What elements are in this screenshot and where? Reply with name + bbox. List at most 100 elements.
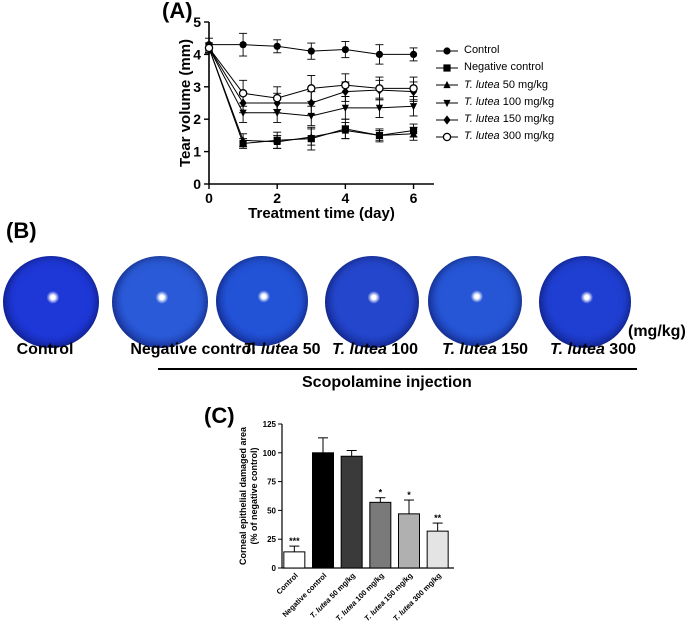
y-tick-label: 25	[267, 535, 276, 544]
eye-label: T. lutea 50	[243, 341, 320, 359]
significance-label: ***	[289, 536, 300, 546]
legend-label: 150 mg/kg	[499, 113, 555, 126]
y-tick-label: 1	[193, 144, 201, 160]
data-point	[273, 109, 281, 117]
data-point	[375, 104, 384, 112]
eye-label-text: 300	[604, 341, 636, 358]
legend-marker	[436, 47, 458, 55]
eye-label-italic: T. lutea	[442, 341, 497, 358]
data-point	[375, 131, 384, 139]
significance-label: **	[434, 513, 442, 523]
legend-label-italic: T. lutea	[464, 130, 500, 143]
eye-label-italic: T. lutea	[243, 341, 299, 358]
bar	[283, 551, 306, 569]
legend-symbol	[443, 47, 451, 55]
legend-symbol	[443, 81, 451, 89]
unit-label: (mg/kg)	[628, 323, 685, 340]
data-point	[409, 103, 418, 111]
eye-label-text: 50	[298, 341, 321, 358]
eye-label-text: Control	[16, 341, 74, 358]
data-point	[341, 104, 349, 112]
x-axis-label: Treatment time (day)	[248, 205, 395, 222]
significance-label: *	[379, 488, 383, 498]
eye-label-italic: T. lutea	[550, 341, 605, 358]
injection-label: Scopolamine injection	[302, 374, 472, 391]
y-tick-label: 2	[193, 111, 201, 127]
x-tick-label-text: Control	[275, 571, 300, 596]
data-point	[272, 93, 282, 103]
eye-label-text: 100	[386, 341, 418, 358]
data-point	[273, 42, 281, 50]
tear-volume-line-chart: 0 1 2 3 4 5 0 2 4 6 Treatment time (day) Tear volum…	[177, 14, 434, 222]
data-point	[307, 47, 315, 55]
eye-label-italic: T. lutea	[332, 341, 387, 358]
y-tick-label: 75	[267, 478, 276, 487]
panel-c-label: (C)	[204, 403, 235, 428]
eye-photo	[216, 256, 308, 346]
significance-label: *	[407, 490, 411, 500]
bar	[398, 513, 420, 569]
legend-symbol	[443, 115, 451, 125]
eye-photo	[112, 256, 208, 348]
legend-label: Negative control	[464, 61, 544, 74]
eye-photo	[428, 256, 522, 346]
eye-label: T. lutea 100	[332, 341, 418, 359]
data-point	[204, 43, 214, 53]
legend-label-italic: T. lutea	[464, 113, 500, 126]
bar	[369, 501, 392, 569]
legend-item: Negative control	[436, 59, 554, 76]
legend: Control Negative control T. lutea 50 mg/kg…	[436, 42, 554, 146]
y-axis-label: Tear volume (mm)	[177, 39, 194, 167]
x-tick-label: 0	[205, 190, 213, 206]
legend-item: T. lutea 150 mg/kg	[436, 111, 554, 128]
y-axis-label-line2: (% of negative control)	[249, 447, 259, 544]
y-axis-label-line1: Corneal epithelial damaged area	[238, 426, 248, 565]
data-point	[238, 89, 248, 98]
y-tick-label: 0	[272, 564, 277, 573]
data-point	[341, 126, 349, 134]
y-tick-label: 50	[267, 506, 276, 515]
legend-symbol	[442, 132, 452, 142]
legend-marker	[436, 64, 458, 72]
data-point	[273, 137, 281, 145]
x-tick-label-text: 300 mg/kg	[409, 571, 443, 605]
eye-label: T. lutea 300	[550, 341, 636, 359]
eye-label-text: 150	[496, 341, 528, 358]
legend-marker	[436, 99, 458, 107]
panel-b-label: (B)	[6, 218, 37, 243]
bar	[340, 455, 363, 569]
eye-photo	[3, 256, 99, 348]
injection-bracket-line	[158, 368, 637, 370]
y-tick-label: 0	[193, 176, 201, 192]
data-point	[341, 80, 350, 90]
bar	[312, 452, 334, 569]
data-point	[375, 50, 384, 59]
legend-item: T. lutea 100 mg/kg	[436, 94, 554, 111]
y-tick-label: 125	[263, 420, 277, 429]
y-tick-label: 4	[193, 46, 201, 62]
x-tick-label: T. lutea 150 mg/kg	[362, 571, 414, 623]
data-point	[239, 136, 247, 144]
y-tick-label: 100	[263, 449, 277, 458]
data-point	[409, 50, 418, 59]
y-tick-label: 3	[193, 79, 201, 95]
panel-a-label: (A)	[162, 0, 193, 23]
x-tick-label: T. lutea 300 mg/kg	[391, 571, 443, 623]
data-point	[409, 84, 418, 93]
y-tick-label: 5	[193, 14, 201, 30]
x-tick-label: Control	[275, 571, 300, 596]
data-point	[239, 41, 247, 49]
data-point	[341, 45, 349, 54]
eye-photo	[325, 256, 419, 348]
legend-item: T. lutea 50 mg/kg	[436, 77, 554, 94]
eye-label: Control	[17, 341, 74, 359]
x-tick-label: 6	[410, 190, 418, 206]
legend-marker	[436, 81, 458, 89]
data-point	[307, 84, 316, 93]
corneal-damage-bar-chart: 0 25 50 75 100 125 Corneal epithelial damaged …	[238, 420, 454, 623]
x-tick-label: T. lutea 100 mg/kg	[334, 571, 386, 623]
legend-marker	[436, 115, 458, 125]
legend-label: Control	[464, 44, 500, 56]
eye-label: T. lutea 150	[442, 341, 528, 359]
data-point	[409, 129, 418, 137]
